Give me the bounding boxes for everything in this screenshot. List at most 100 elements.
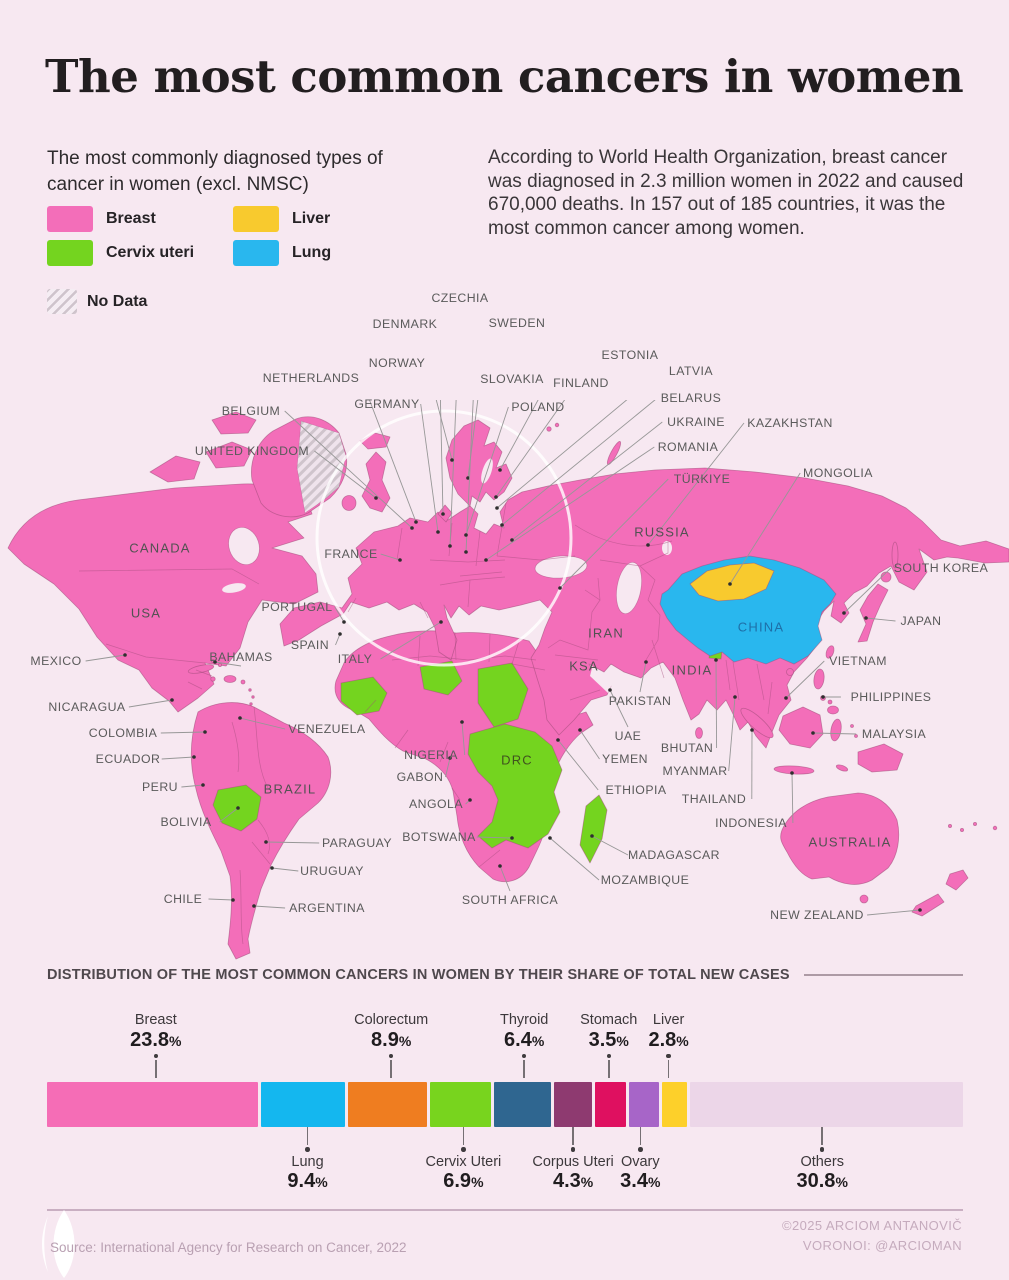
leader-dot-thailand bbox=[750, 728, 754, 732]
leader-dot-nicaragua bbox=[170, 698, 174, 702]
callout-name: Breast bbox=[134, 1011, 177, 1028]
leader-lines bbox=[85, 400, 922, 916]
leader-line-paraguay bbox=[265, 841, 320, 844]
map-label-philippines: PHILIPPINES bbox=[850, 690, 932, 704]
map-onlabel-australia: AUSTRALIA bbox=[808, 834, 892, 850]
callout-others: Others 30.8% bbox=[767, 1127, 877, 1193]
leader-line-kazakhstan bbox=[647, 422, 745, 546]
legend-label: Breast bbox=[106, 209, 156, 227]
callout-name: Thyroid bbox=[500, 1011, 549, 1028]
callout-name: Others bbox=[800, 1153, 844, 1170]
leader-dot-new-zealand bbox=[918, 908, 922, 912]
subtitle: The most commonly diagnosed types of can… bbox=[47, 148, 383, 195]
leader-dot-ethiopia bbox=[556, 738, 560, 742]
bar-segment-stomach bbox=[594, 1082, 626, 1127]
map-label-argentina: ARGENTINA bbox=[289, 901, 365, 915]
leader-line-sweden bbox=[467, 400, 479, 479]
callout-value: 23.8% bbox=[130, 1028, 182, 1051]
europe-magnifier-circle bbox=[315, 409, 573, 667]
map-label-bahamas: BAHAMAS bbox=[209, 650, 273, 664]
leader-dot-bahamas bbox=[213, 660, 217, 664]
credit-handle: VORONOI: @ARCIOMAN bbox=[802, 1237, 962, 1253]
leader-dot-united-kingdom bbox=[374, 496, 378, 500]
leader-line-poland bbox=[465, 406, 509, 536]
leader-line-bahamas bbox=[214, 661, 242, 667]
map-label-slovakia: SLOVAKIA bbox=[480, 372, 544, 386]
map-label-myanmar: MYANMAR bbox=[662, 764, 728, 778]
aral-sea bbox=[662, 541, 672, 555]
mongolia bbox=[689, 562, 775, 602]
callout-name: Liver bbox=[652, 1011, 685, 1028]
leader-line-south-korea bbox=[843, 567, 892, 614]
map-label-mexico: MEXICO bbox=[30, 654, 82, 668]
new-guinea bbox=[857, 743, 904, 773]
map-label-venezuela: VENEZUELA bbox=[288, 722, 366, 736]
legend-item-liver: Liver bbox=[233, 205, 419, 232]
chart-title: DISTRIBUTION OF THE MOST COMMON CANCERS … bbox=[47, 967, 790, 983]
callout-value: 6.9% bbox=[443, 1170, 484, 1193]
leader-dot-malaysia bbox=[811, 731, 815, 735]
legend-swatch bbox=[233, 239, 279, 266]
legend-no-data: No Data bbox=[47, 289, 147, 314]
borneo bbox=[778, 706, 824, 749]
leader-line-germany bbox=[420, 403, 439, 533]
leader-dot-finland bbox=[498, 468, 502, 472]
country-borders bbox=[78, 502, 773, 945]
callout-line bbox=[639, 1127, 642, 1145]
leader-dot-peru bbox=[201, 783, 205, 787]
callout-line bbox=[608, 1060, 610, 1078]
leader-dot-ecuador bbox=[192, 755, 196, 759]
leader-line-peru bbox=[181, 784, 204, 788]
map-label-nicaragua: NICARAGUA bbox=[48, 700, 126, 714]
leader-line-uae bbox=[609, 689, 629, 728]
callout-value: 30.8% bbox=[796, 1170, 848, 1193]
page-title: The most common cancers in women bbox=[45, 50, 964, 103]
bar-segment-colorectum bbox=[347, 1082, 427, 1127]
map-label-t-rkiye: TÜRKIYE bbox=[673, 472, 731, 486]
callout-value: 4.3% bbox=[552, 1170, 594, 1193]
leader-dot-sweden bbox=[466, 476, 470, 480]
timor bbox=[835, 764, 849, 772]
map-label-latvia: LATVIA bbox=[668, 364, 714, 378]
leader-line-estonia bbox=[495, 400, 566, 498]
leader-dot-latvia bbox=[495, 506, 499, 510]
callout-value: 9.4% bbox=[287, 1170, 328, 1193]
leader-line-myanmar bbox=[728, 696, 736, 772]
ireland bbox=[341, 495, 357, 511]
new-zealand-north bbox=[945, 869, 969, 891]
leader-line-slovakia bbox=[465, 400, 474, 553]
leader-dot-bhutan bbox=[714, 658, 718, 662]
mindanao bbox=[827, 705, 839, 715]
caspian-sea bbox=[615, 561, 643, 615]
map-onlabel-india: INDIA bbox=[671, 662, 713, 678]
callout-line bbox=[155, 1060, 157, 1078]
leader-dot-south-korea bbox=[842, 611, 846, 615]
map-label-bolivia: BOLIVIA bbox=[160, 815, 212, 829]
callout-name: Stomach bbox=[580, 1011, 638, 1028]
map-onlabel-iran: IRAN bbox=[588, 625, 624, 641]
map-label-spain: SPAIN bbox=[290, 638, 330, 652]
leader-line-t-rkiye bbox=[559, 478, 669, 589]
map-label-nigeria: NIGERIA bbox=[404, 748, 458, 762]
callout-line bbox=[667, 1060, 670, 1078]
leader-dot-south-africa bbox=[498, 864, 502, 868]
callout-line bbox=[821, 1127, 823, 1145]
mali-region bbox=[419, 660, 463, 696]
leader-line-belgium bbox=[284, 410, 413, 529]
taiwan bbox=[825, 645, 835, 659]
map-label-gabon: GABON bbox=[396, 770, 444, 784]
callout-line bbox=[462, 1127, 465, 1145]
leader-line-spain bbox=[335, 633, 341, 646]
callout-value: 3.4% bbox=[620, 1170, 661, 1193]
bar-segment-liver bbox=[661, 1082, 687, 1127]
legend-item-cervix-uteri: Cervix uteri bbox=[47, 239, 233, 266]
map-label-botswana: BOTSWANA bbox=[402, 830, 476, 844]
leader-dot-france bbox=[398, 558, 402, 562]
map-label-madagascar: MADAGASCAR bbox=[628, 848, 720, 862]
bar-segment-breast bbox=[47, 1082, 259, 1127]
leader-line-mongolia bbox=[729, 472, 801, 585]
leader-line-bhutan bbox=[715, 659, 718, 749]
hainan bbox=[786, 668, 794, 676]
leader-dot-italy bbox=[439, 620, 443, 624]
legend: Breast Liver Cervix uteri Lung bbox=[47, 205, 419, 266]
